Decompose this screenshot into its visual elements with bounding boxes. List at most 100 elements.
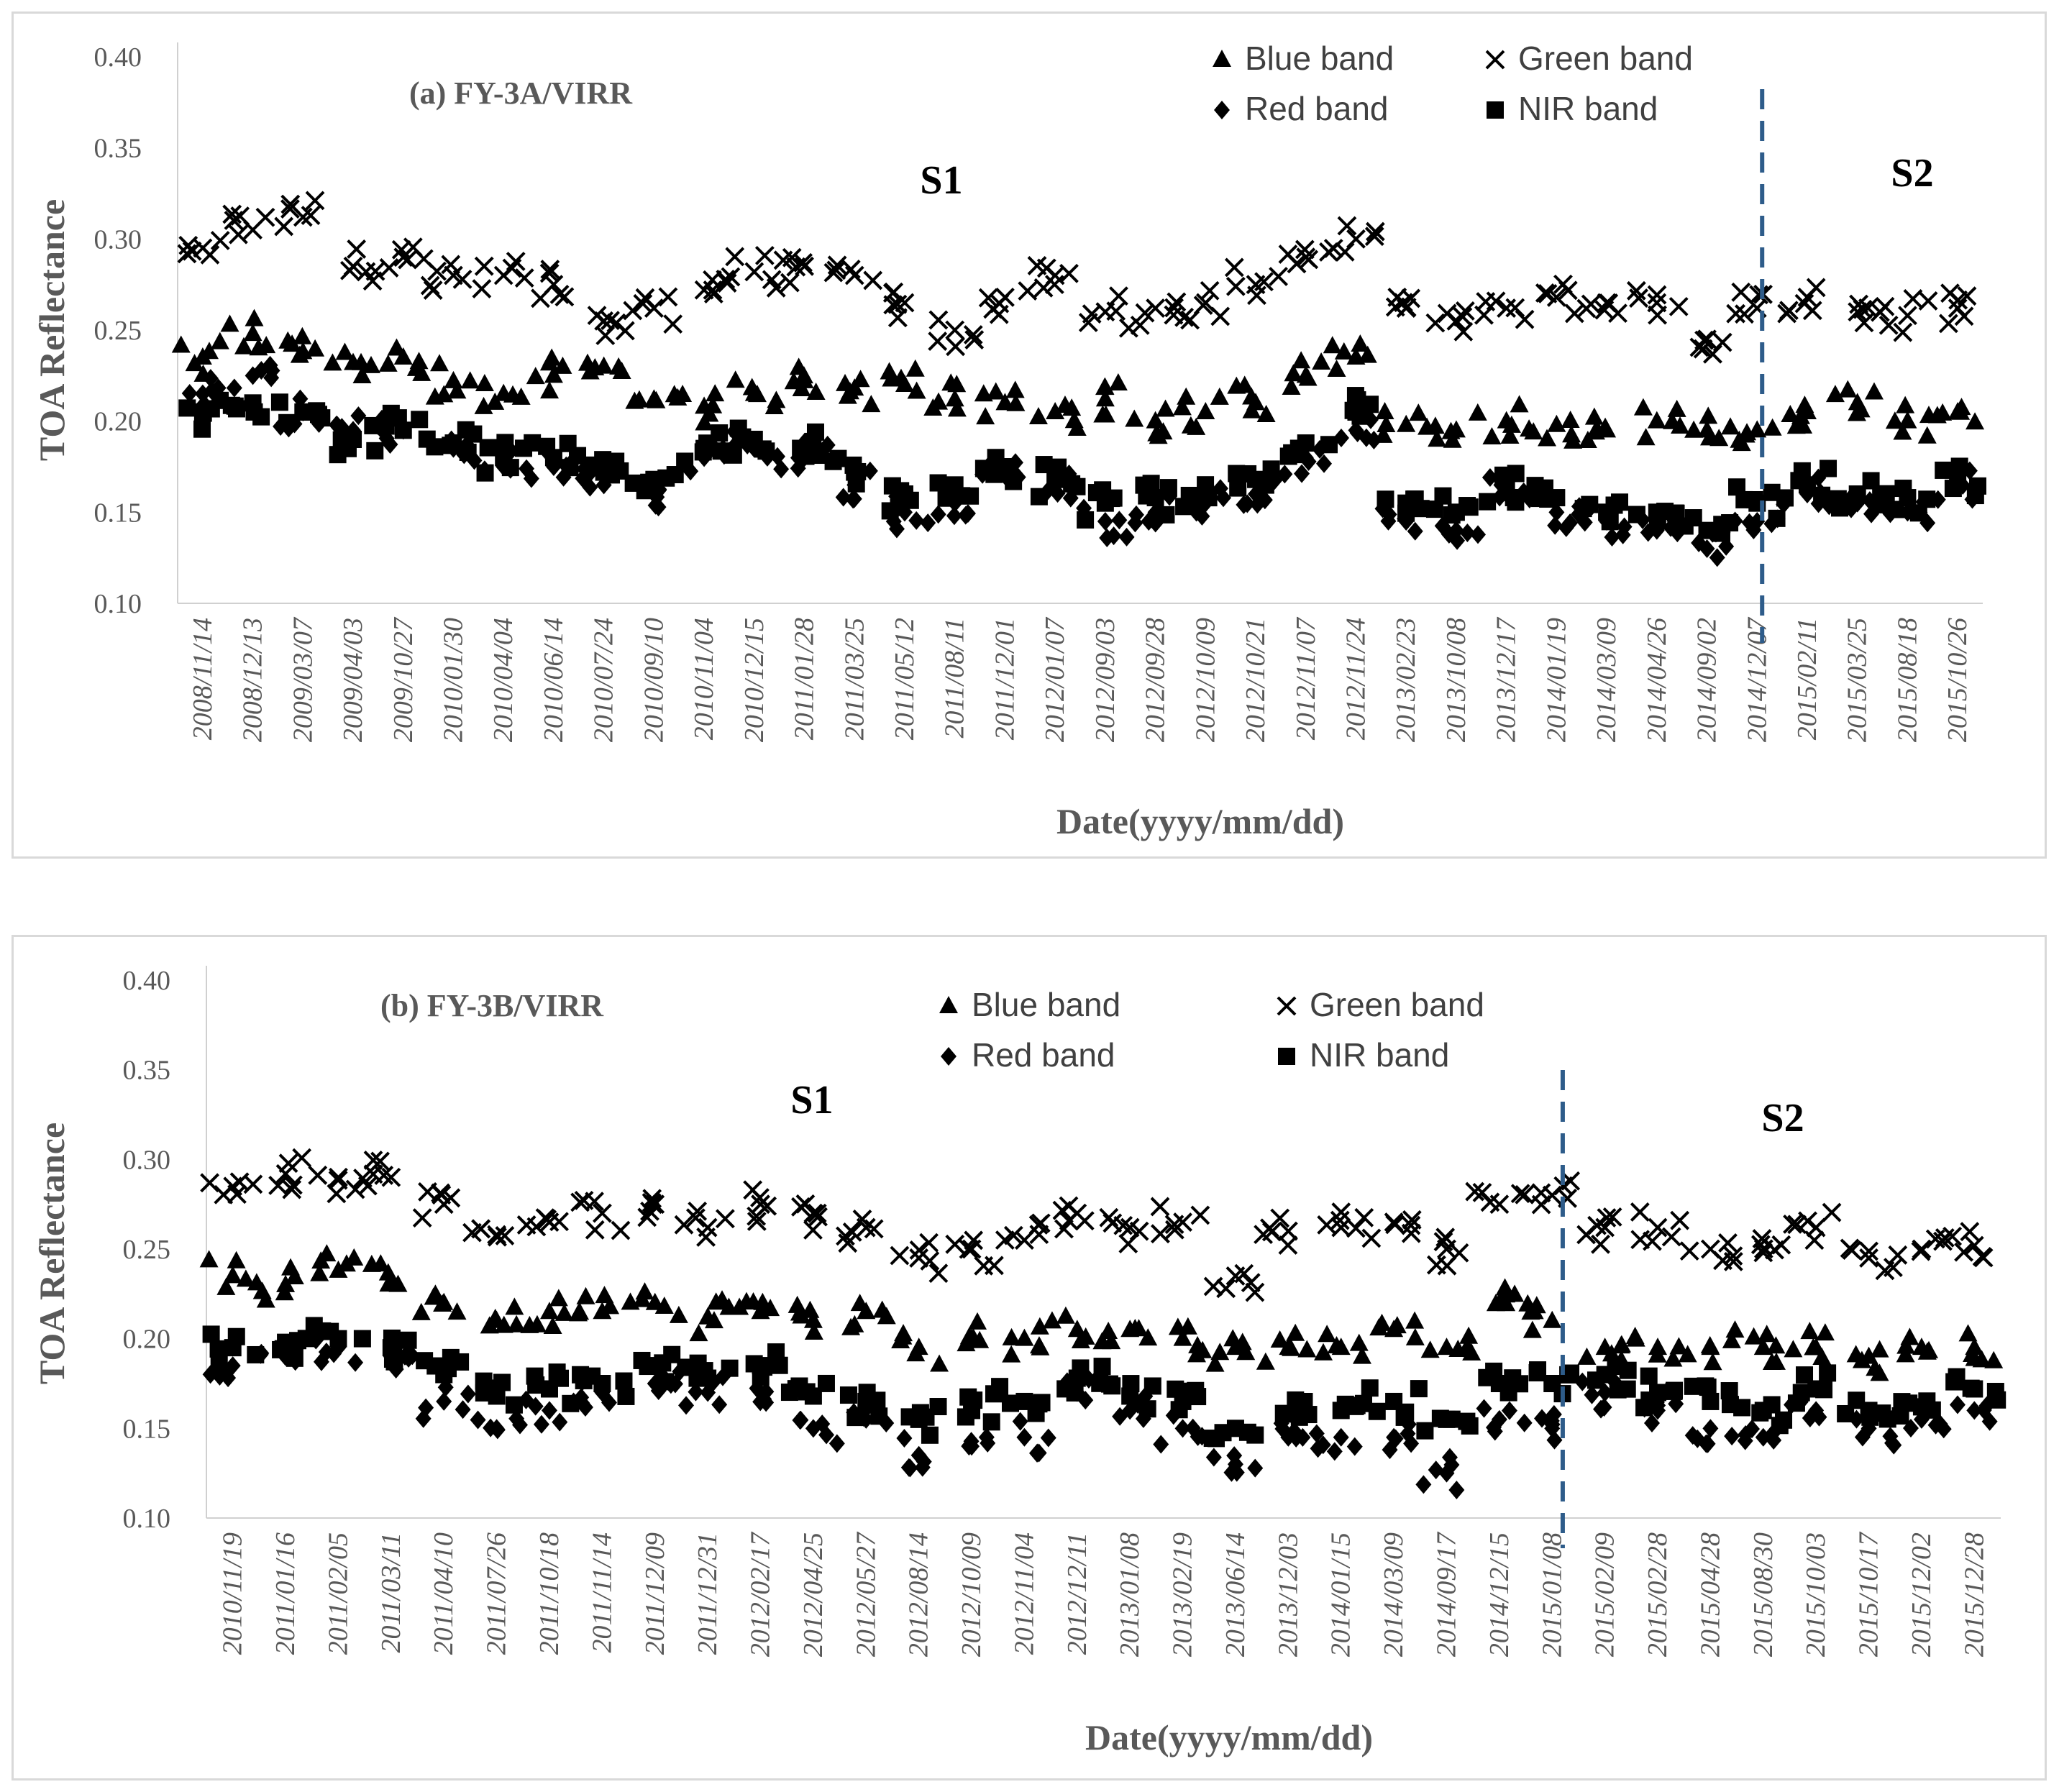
data-point (171, 335, 191, 353)
data-point (704, 1311, 723, 1329)
data-point (959, 1327, 979, 1345)
x-tick-label: 2009/04/03 (338, 618, 368, 742)
data-point (1235, 375, 1254, 393)
data-point (1173, 1328, 1192, 1346)
data-point (1453, 307, 1473, 327)
y-tick-label: 0.25 (94, 316, 142, 346)
data-point (1428, 1460, 1444, 1480)
data-point (1900, 1394, 1918, 1412)
data-point (1187, 417, 1206, 435)
data-point (540, 260, 560, 279)
data-point (800, 1300, 820, 1318)
data-point (308, 1165, 328, 1185)
data-point (576, 1286, 595, 1304)
segment-label: S1 (920, 158, 962, 203)
data-point (1500, 426, 1520, 444)
data-point (930, 505, 946, 524)
data-point (496, 434, 514, 452)
data-point (706, 1292, 726, 1310)
data-point (1671, 416, 1690, 434)
data-point (280, 199, 300, 219)
data-point (744, 262, 764, 282)
data-point (1972, 1247, 1992, 1266)
data-point (1491, 1409, 1507, 1429)
data-point (285, 1267, 304, 1285)
data-point (489, 1420, 506, 1440)
series-nir-band (202, 1317, 2007, 1448)
data-point (247, 1345, 265, 1363)
data-point (1330, 1210, 1350, 1230)
data-point (1334, 342, 1353, 360)
data-point (470, 1410, 486, 1430)
data-point (1028, 1215, 1049, 1235)
data-point (1223, 1329, 1243, 1347)
data-point (1950, 457, 1968, 475)
data-point (1437, 303, 1457, 324)
data-point (1105, 489, 1123, 507)
data-point (185, 354, 204, 372)
data-point (1316, 454, 1333, 473)
data-point (766, 278, 786, 298)
x-tick-label: 2008/11/14 (188, 618, 218, 740)
data-point (847, 475, 865, 493)
legend-marker (1487, 101, 1504, 119)
data-point (227, 400, 245, 418)
data-point (1027, 1404, 1045, 1422)
data-point (798, 1383, 816, 1401)
data-point (609, 357, 629, 375)
data-point (1629, 288, 1648, 308)
chart-a-axes: 0.10 0.15 0.20 0.25 0.30 0.35 0.40 2008/11/14 20… (94, 42, 1983, 742)
data-point (928, 310, 949, 330)
data-point (1663, 1349, 1683, 1367)
data-point (1015, 1328, 1034, 1346)
data-point (1256, 1352, 1275, 1370)
data-point (908, 511, 925, 530)
data-point (495, 1226, 515, 1245)
segment-label: S2 (1891, 151, 1933, 196)
data-point (1667, 399, 1686, 417)
data-point (391, 239, 411, 260)
data-point (1949, 1395, 1966, 1414)
data-point (1561, 411, 1580, 429)
data-point (1327, 360, 1346, 378)
data-point (1046, 402, 1065, 419)
data-point (868, 1391, 886, 1409)
data-point (1870, 1340, 1889, 1358)
data-point (1377, 490, 1394, 508)
x-tick-label: 2012/05/27 (851, 1531, 881, 1657)
data-point (539, 263, 560, 283)
data-point (339, 439, 357, 457)
data-point (1403, 1434, 1420, 1453)
data-point (1581, 495, 1599, 513)
data-point (1129, 1221, 1149, 1241)
data-point (1771, 1235, 1791, 1255)
data-point (794, 366, 813, 384)
data-point (845, 490, 862, 509)
data-point (1297, 1340, 1317, 1358)
data-point (220, 314, 239, 332)
data-point (1813, 486, 1831, 504)
data-point (1768, 509, 1786, 527)
data-point (1528, 1363, 1546, 1381)
data-point (452, 1353, 470, 1371)
data-point (194, 404, 212, 422)
data-point (227, 1251, 246, 1268)
data-point (1776, 489, 1794, 507)
data-point (984, 1256, 1004, 1276)
data-point (527, 1376, 545, 1394)
data-point (1794, 416, 1813, 434)
data-point (703, 396, 723, 413)
data-point (1143, 1377, 1161, 1395)
data-point (1312, 352, 1331, 370)
data-point (1196, 402, 1215, 419)
data-point (1703, 344, 1722, 364)
data-point (1505, 298, 1525, 318)
data-point (1102, 1332, 1121, 1350)
data-point (606, 313, 626, 333)
data-point (782, 247, 802, 268)
data-point (1462, 1343, 1482, 1361)
data-point (1611, 493, 1629, 511)
series-red-band (202, 1330, 2004, 1500)
data-point (226, 378, 242, 398)
data-point (601, 1393, 618, 1412)
